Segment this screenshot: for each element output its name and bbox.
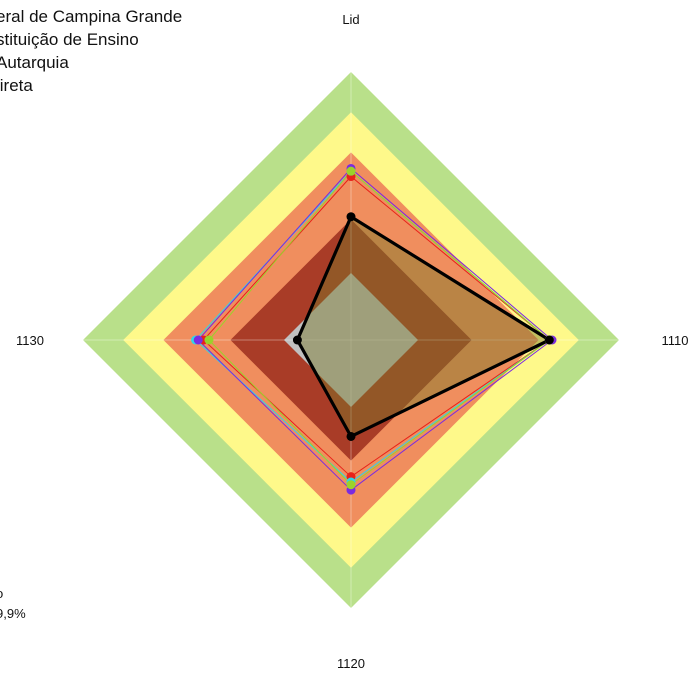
axis-label-lid: Lid: [342, 12, 359, 27]
series-0-point-1120: [346, 431, 356, 441]
legend-line-1: eral de Campina Grande: [0, 7, 183, 26]
axis-label-1120: 1120: [337, 656, 365, 671]
axis-label-1130: 1130: [16, 333, 44, 348]
legend-line-4: lireta: [0, 76, 33, 95]
legend-line-2: stituição de Ensino: [0, 30, 139, 49]
corner-note-line-1: o: [0, 586, 3, 601]
axis-label-1110: 1110: [662, 333, 689, 348]
series-0-point-lid: [346, 212, 356, 222]
legend-line-3: Autarquia: [0, 53, 69, 72]
radar-series: [191, 163, 557, 495]
series-0-point-1130: [292, 335, 302, 345]
series-4-point-lid: [346, 166, 356, 176]
series-4-point-1130: [204, 335, 214, 345]
radar-bands: [83, 72, 619, 608]
series-3-point-1130: [193, 335, 203, 345]
radar-axis-labels: Lid 1110 1120 1130: [16, 12, 688, 671]
corner-note-line-2: 9,9%: [0, 606, 26, 621]
series-4-point-1120: [346, 480, 356, 490]
series-0-point-1110: [544, 335, 554, 345]
